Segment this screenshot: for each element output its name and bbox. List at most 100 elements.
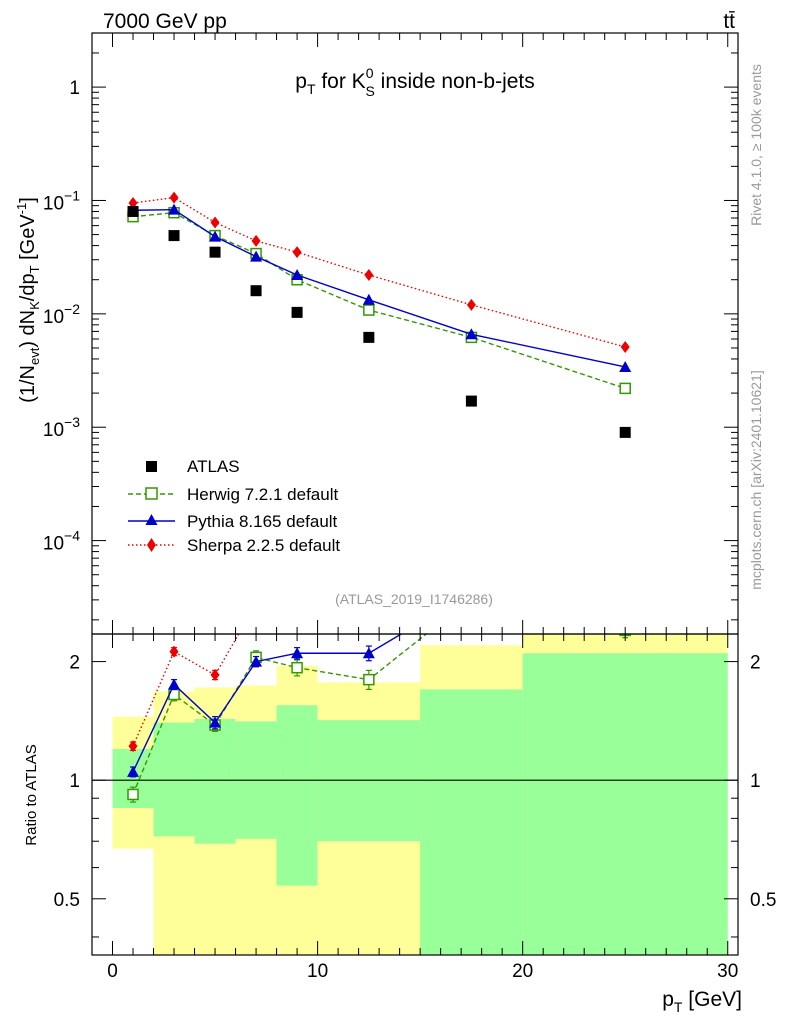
main-y-tick-label: 10−4 [43, 528, 80, 555]
ratio-plot-frame [91, 633, 739, 956]
legend-marker-atlas [146, 461, 157, 472]
ylabel-s1: evt [27, 347, 42, 365]
main-pythia-marker [168, 203, 181, 215]
title-rest: inside non-b-jets [375, 70, 535, 93]
main-sherpa-marker [620, 340, 630, 353]
title-mid: for K [316, 70, 366, 93]
x-axis-label: pT [GeV] [662, 988, 742, 1015]
ratio-pythia-marker [168, 678, 181, 690]
ylabel-sup: -1 [14, 203, 29, 215]
main-atlas-marker [209, 246, 221, 258]
legend-marker-pythia [145, 514, 158, 525]
ratio-y-tick-label-right: 2 [750, 653, 761, 674]
band-inner-bin [153, 722, 195, 837]
ratio-pythia-marker [209, 716, 222, 728]
x-tick-label: 10 [307, 961, 328, 982]
band-inner-bin [420, 689, 523, 955]
xlabel-base: p [662, 988, 674, 1011]
ratio-herwig-marker [127, 788, 139, 801]
main-atlas-marker [291, 306, 303, 318]
ratio-y-tick-label-left: 2 [69, 653, 80, 674]
legend-entry-pythia: Pythia 8.165 default [128, 512, 338, 531]
main-herwig-marker [619, 382, 631, 395]
header-energy-label: 7000 GeV pp [103, 10, 227, 33]
ratio-sherpa-marker [210, 668, 220, 681]
main-series-group [127, 191, 632, 438]
mcplots-citation-label: mcplots.cern.ch [arXiv:2401.10621] [748, 370, 764, 589]
xlabel-sub: T [674, 999, 683, 1015]
main-sherpa-line [132, 196, 626, 348]
main-pythia-marker [209, 230, 222, 242]
title-sub1: T [307, 81, 316, 97]
header-process-label: tt̄ [723, 10, 735, 33]
ratio-y-axis-label: Ratio to ATLAS [23, 744, 40, 845]
legend-entry-atlas: ATLAS [146, 457, 240, 476]
legend-entry-herwig: Herwig 7.2.1 default [128, 485, 338, 504]
band-inner-bin [522, 653, 728, 955]
legend-label-herwig: Herwig 7.2.1 default [187, 485, 338, 504]
main-pythia-marker [619, 360, 632, 372]
ratio-pythia-marker [291, 647, 304, 659]
main-sherpa-marker [466, 298, 476, 311]
tick-exponent: −1 [64, 187, 80, 203]
main-atlas-marker [363, 331, 375, 343]
x-tick-label: 20 [512, 961, 533, 982]
title-base: p [295, 70, 307, 93]
ratio-y-tick-label-right: 0.5 [750, 890, 776, 911]
ylabel-p5: ] [17, 197, 39, 203]
band-inner-bin [276, 705, 318, 886]
plot-title: pT for K0 S inside non-b-jets [295, 65, 535, 99]
ylabel-p4: [GeV [17, 214, 39, 266]
legend-marker-sherpa [147, 538, 156, 552]
main-sherpa-marker [210, 216, 220, 229]
tick-base: 10 [43, 420, 64, 441]
main-pythia-marker [465, 328, 478, 340]
main-sherpa-marker [364, 269, 374, 282]
legend: ATLAS Herwig 7.2.1 default Pythia 8.165 … [128, 457, 340, 555]
ratio-herwig-marker [363, 673, 375, 686]
main-pythia-marker [250, 250, 263, 262]
analysis-id-label: (ATLAS_2019_I1746286) [335, 591, 493, 607]
x-tick-label: 30 [717, 961, 738, 982]
title-sup: 0 [366, 65, 374, 81]
band-inner-bin [194, 718, 236, 844]
ratio-uncertainty-bands [92, 634, 738, 955]
ratio-sherpa-marker [293, 565, 302, 577]
main-y-tick-label: 10−2 [43, 301, 80, 328]
main-herwig-line [132, 211, 626, 390]
ylabel-s3: T [27, 265, 42, 273]
ratio-pythia-marker [250, 655, 263, 667]
main-atlas-marker [619, 426, 631, 438]
ratio-sherpa-marker [128, 740, 138, 753]
main-y-tick-label: 1 [69, 78, 80, 99]
tick-base: 10 [43, 193, 64, 214]
ratio-herwig-line [132, 634, 428, 795]
ratio-sherpa-marker [621, 476, 630, 488]
ratio-sherpa-marker [467, 441, 476, 453]
tick-exponent: −2 [64, 301, 80, 317]
tick-exponent: −4 [64, 528, 80, 544]
ratio-sherpa-marker [252, 598, 261, 610]
ratio-pythia-marker [362, 647, 375, 659]
legend-label-atlas: ATLAS [187, 457, 240, 476]
ratio-pythia-marker [619, 560, 631, 571]
ylabel-p3: /dp [17, 273, 39, 301]
xlabel-rest: [GeV] [682, 988, 742, 1011]
rivet-version-label: Rivet 4.1.0, ≥ 100k events [748, 64, 764, 226]
ratio-herwig-marker [291, 661, 303, 674]
main-atlas-marker [127, 205, 139, 217]
main-pythia-marker [362, 293, 375, 305]
main-sherpa-marker [292, 246, 302, 259]
main-sherpa-marker [251, 234, 261, 247]
tick-base: 10 [43, 307, 64, 328]
ratio-y-tick-label-left: 0.5 [54, 890, 80, 911]
main-atlas-marker [465, 395, 477, 407]
ratio-sherpa-marker [169, 645, 179, 658]
axis-ticks [92, 32, 738, 955]
legend-marker-herwig [145, 487, 158, 500]
main-sherpa-marker [169, 191, 179, 204]
title-sub2: S [365, 83, 374, 99]
main-herwig-marker [363, 304, 375, 316]
